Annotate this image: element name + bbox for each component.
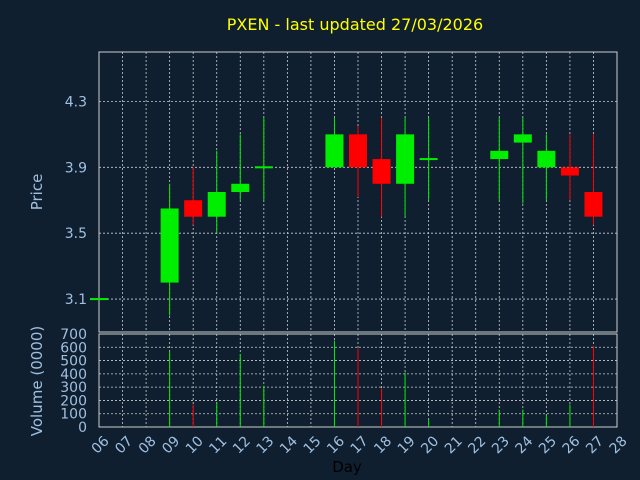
candle-body-23 xyxy=(490,150,509,160)
volume-tick-label: 700 xyxy=(60,327,87,343)
candle-body-26 xyxy=(560,167,579,176)
volume-tick-label: 600 xyxy=(60,340,87,356)
volume-tick-label: 300 xyxy=(60,380,87,396)
candle-body-06 xyxy=(90,298,108,301)
candle-body-16 xyxy=(325,134,344,168)
candle-body-09 xyxy=(160,208,179,283)
volume-tick-label: 0 xyxy=(78,420,87,436)
candle-body-19 xyxy=(396,134,415,184)
candle-body-25 xyxy=(537,150,556,168)
price-panel: 3.1 3.5 3.9 4.3 xyxy=(65,51,618,333)
price-tick-label: 4.3 xyxy=(65,94,87,110)
candle-body-17 xyxy=(349,134,367,168)
volume-tick-label: 400 xyxy=(60,367,87,383)
price-tick-label: 3.5 xyxy=(65,226,87,242)
price-axis-label: Price xyxy=(28,174,46,211)
price-tick-label: 3.1 xyxy=(65,292,87,308)
volume-tick-label: 500 xyxy=(60,354,87,370)
candle-body-12 xyxy=(231,183,250,192)
x-axis-label: Day xyxy=(332,458,362,476)
volume-axis-label: Volume (0000) xyxy=(28,326,46,436)
price-tick-label: 3.9 xyxy=(65,160,87,176)
volume-tick-label: 200 xyxy=(60,393,87,409)
volume-tick-label: 100 xyxy=(60,407,87,423)
candle-body-13 xyxy=(254,166,273,169)
candle-body-10 xyxy=(184,200,203,217)
candle-body-24 xyxy=(513,134,532,143)
volume-panel: 06 07 08 09 10 11 12 13 14 15 16 17 18 19 20 21 22 23 24 25… xyxy=(60,327,630,457)
candle-body-20 xyxy=(419,158,438,161)
candle-body-27 xyxy=(584,192,603,217)
candle-body-11 xyxy=(207,192,226,217)
chart-title: PXEN - last updated 27/03/2026 xyxy=(227,15,483,34)
candle-body-18 xyxy=(372,159,391,184)
